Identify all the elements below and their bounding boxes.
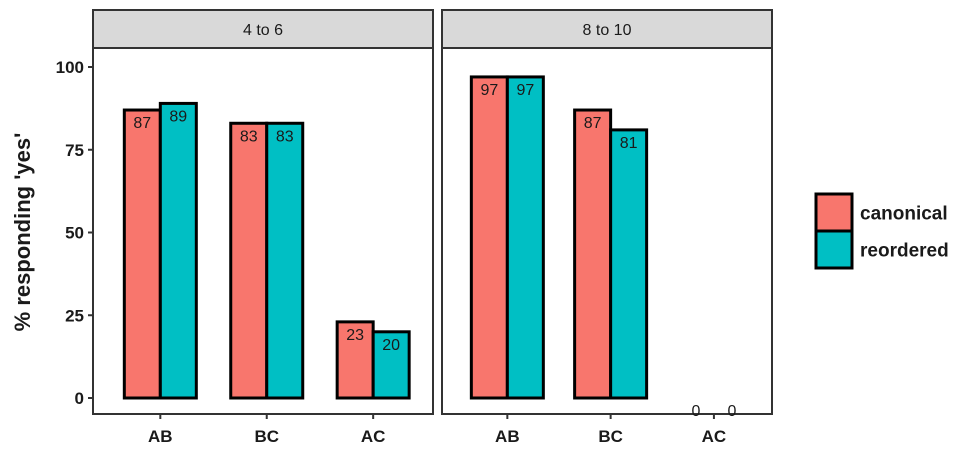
data-label-reordered-ac-panel-2: 0 [727, 403, 736, 420]
bar-canonical-bc-panel-1 [229, 121, 269, 400]
bar-reordered-ab-panel-2 [505, 75, 545, 400]
bar-reordered-ac-panel-1 [371, 330, 411, 400]
data-label-reordered-bc-panel-1: 83 [276, 128, 294, 145]
data-label-canonical-ac-panel-1: 23 [346, 327, 364, 344]
bar-reordered-ab-panel-1 [158, 101, 198, 400]
bar-canonical-ab-panel-2 [469, 75, 509, 400]
facet-strip-label-2: 8 to 10 [583, 22, 632, 39]
y-tick-label-50: 50 [65, 224, 84, 243]
data-label-canonical-ac-panel-2: 0 [691, 403, 700, 420]
x-tick-label-ab-panel-1: AB [148, 427, 173, 446]
x-tick-label-ac-panel-2: AC [702, 427, 727, 446]
data-label-canonical-ab-panel-2: 97 [480, 82, 498, 99]
legend-key-canonical [814, 192, 854, 233]
data-label-canonical-bc-panel-1: 83 [240, 128, 258, 145]
data-label-reordered-ab-panel-2: 97 [516, 82, 534, 99]
facet-strip-1 [92, 9, 434, 49]
y-axis-label: % responding 'yes' [10, 133, 35, 332]
bar-canonical-bc-panel-2 [573, 108, 613, 400]
x-tick-label-bc-panel-2: BC [598, 427, 623, 446]
x-tick-label-ab-panel-2: AB [495, 427, 520, 446]
bar-reordered-bc-panel-2 [609, 128, 649, 400]
legend-key-reordered [814, 229, 854, 270]
y-tick-label-75: 75 [65, 141, 84, 160]
bar-canonical-ac-panel-1 [335, 320, 375, 400]
bar-reordered-bc-panel-1 [265, 121, 305, 400]
x-tick-label-ac-panel-1: AC [361, 427, 386, 446]
legend-label-canonical: canonical [860, 204, 948, 225]
data-label-reordered-ab-panel-1: 89 [169, 108, 187, 125]
data-label-canonical-bc-panel-2: 87 [584, 115, 602, 132]
y-tick-label-25: 25 [65, 306, 84, 325]
y-tick-label-100: 100 [56, 58, 84, 77]
data-label-reordered-bc-panel-2: 81 [620, 135, 638, 152]
legend-label-reordered: reordered [860, 241, 949, 262]
y-tick-label-0: 0 [75, 389, 84, 408]
data-label-canonical-ab-panel-1: 87 [133, 115, 151, 132]
facet-strip-label-1: 4 to 6 [243, 22, 283, 39]
bar-canonical-ab-panel-1 [122, 108, 162, 400]
data-label-reordered-ac-panel-1: 20 [382, 337, 400, 354]
x-tick-label-bc-panel-1: BC [254, 427, 279, 446]
